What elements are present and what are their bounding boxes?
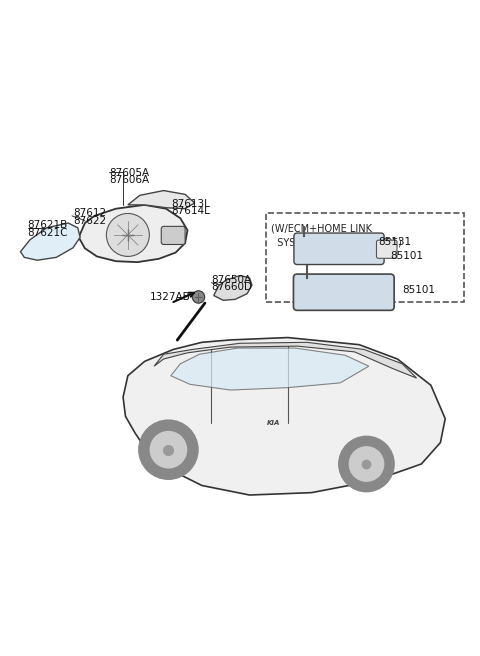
Circle shape (339, 436, 394, 492)
Text: 87613L: 87613L (171, 199, 210, 209)
Text: 87650A: 87650A (211, 276, 252, 285)
Text: 87660D: 87660D (211, 283, 252, 293)
PathPatch shape (171, 348, 369, 390)
Circle shape (139, 420, 198, 480)
Text: 85101: 85101 (390, 251, 423, 262)
FancyBboxPatch shape (376, 240, 397, 258)
Text: 85101: 85101 (402, 285, 435, 295)
Text: 1327AB: 1327AB (149, 292, 190, 302)
FancyBboxPatch shape (266, 213, 464, 302)
Text: 87606A: 87606A (109, 175, 149, 185)
Circle shape (192, 291, 204, 303)
FancyBboxPatch shape (293, 274, 394, 310)
PathPatch shape (79, 205, 188, 262)
PathPatch shape (128, 190, 195, 209)
PathPatch shape (214, 276, 252, 300)
Circle shape (107, 213, 149, 256)
Text: KIA: KIA (267, 420, 280, 426)
Text: 87622: 87622 (73, 216, 106, 226)
Text: 87614L: 87614L (171, 206, 210, 216)
FancyBboxPatch shape (294, 233, 384, 264)
Text: 85131: 85131 (378, 237, 411, 247)
Text: 87612: 87612 (73, 209, 106, 218)
FancyBboxPatch shape (161, 226, 185, 245)
PathPatch shape (154, 342, 417, 378)
PathPatch shape (21, 223, 80, 260)
Text: (W/ECM+HOME LINK
  SYSTEM+COMPASS TYPE): (W/ECM+HOME LINK SYSTEM+COMPASS TYPE) (271, 224, 402, 247)
Circle shape (150, 432, 187, 468)
Text: 87605A: 87605A (109, 168, 149, 178)
Circle shape (349, 447, 384, 482)
Text: 87621B: 87621B (28, 220, 68, 230)
PathPatch shape (123, 338, 445, 495)
Text: 87621C: 87621C (28, 228, 68, 237)
